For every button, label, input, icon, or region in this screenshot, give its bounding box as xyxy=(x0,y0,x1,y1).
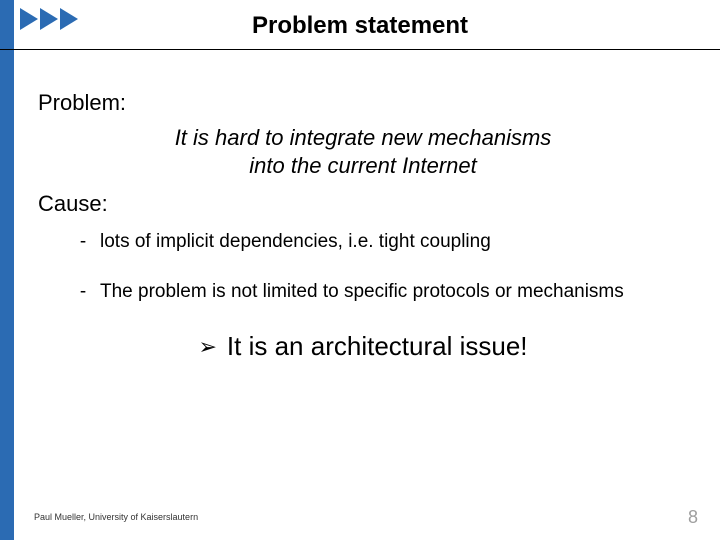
conclusion-row: ➢ It is an architectural issue! xyxy=(38,331,688,362)
bullet-list: - lots of implicit dependencies, i.e. ti… xyxy=(78,231,688,303)
slide-body: Problem: It is hard to integrate new mec… xyxy=(38,90,688,362)
dash-icon: - xyxy=(78,231,88,253)
left-accent-bar xyxy=(0,0,14,540)
slide-title: Problem statement xyxy=(0,12,720,40)
cause-label: Cause: xyxy=(38,191,688,217)
cause-section: Cause: - lots of implicit dependencies, … xyxy=(38,191,688,362)
list-item: - The problem is not limited to specific… xyxy=(78,281,688,303)
conclusion-text: It is an architectural issue! xyxy=(227,331,528,362)
slide-header: Problem statement xyxy=(0,0,720,50)
bullet-text: lots of implicit dependencies, i.e. tigh… xyxy=(100,231,491,253)
problem-label: Problem: xyxy=(38,90,688,116)
thesis-line-1: It is hard to integrate new mechanisms xyxy=(175,125,552,150)
slide: Problem statement Problem: It is hard to… xyxy=(0,0,720,540)
list-item: - lots of implicit dependencies, i.e. ti… xyxy=(78,231,688,253)
bullet-text: The problem is not limited to specific p… xyxy=(100,281,624,303)
footer-text: Paul Mueller, University of Kaiserslaute… xyxy=(34,512,198,522)
chevron-right-icon: ➢ xyxy=(198,336,216,358)
page-number: 8 xyxy=(688,507,698,528)
thesis-line-2: into the current Internet xyxy=(249,153,476,178)
thesis-statement: It is hard to integrate new mechanisms i… xyxy=(83,124,643,179)
dash-icon: - xyxy=(78,281,88,303)
